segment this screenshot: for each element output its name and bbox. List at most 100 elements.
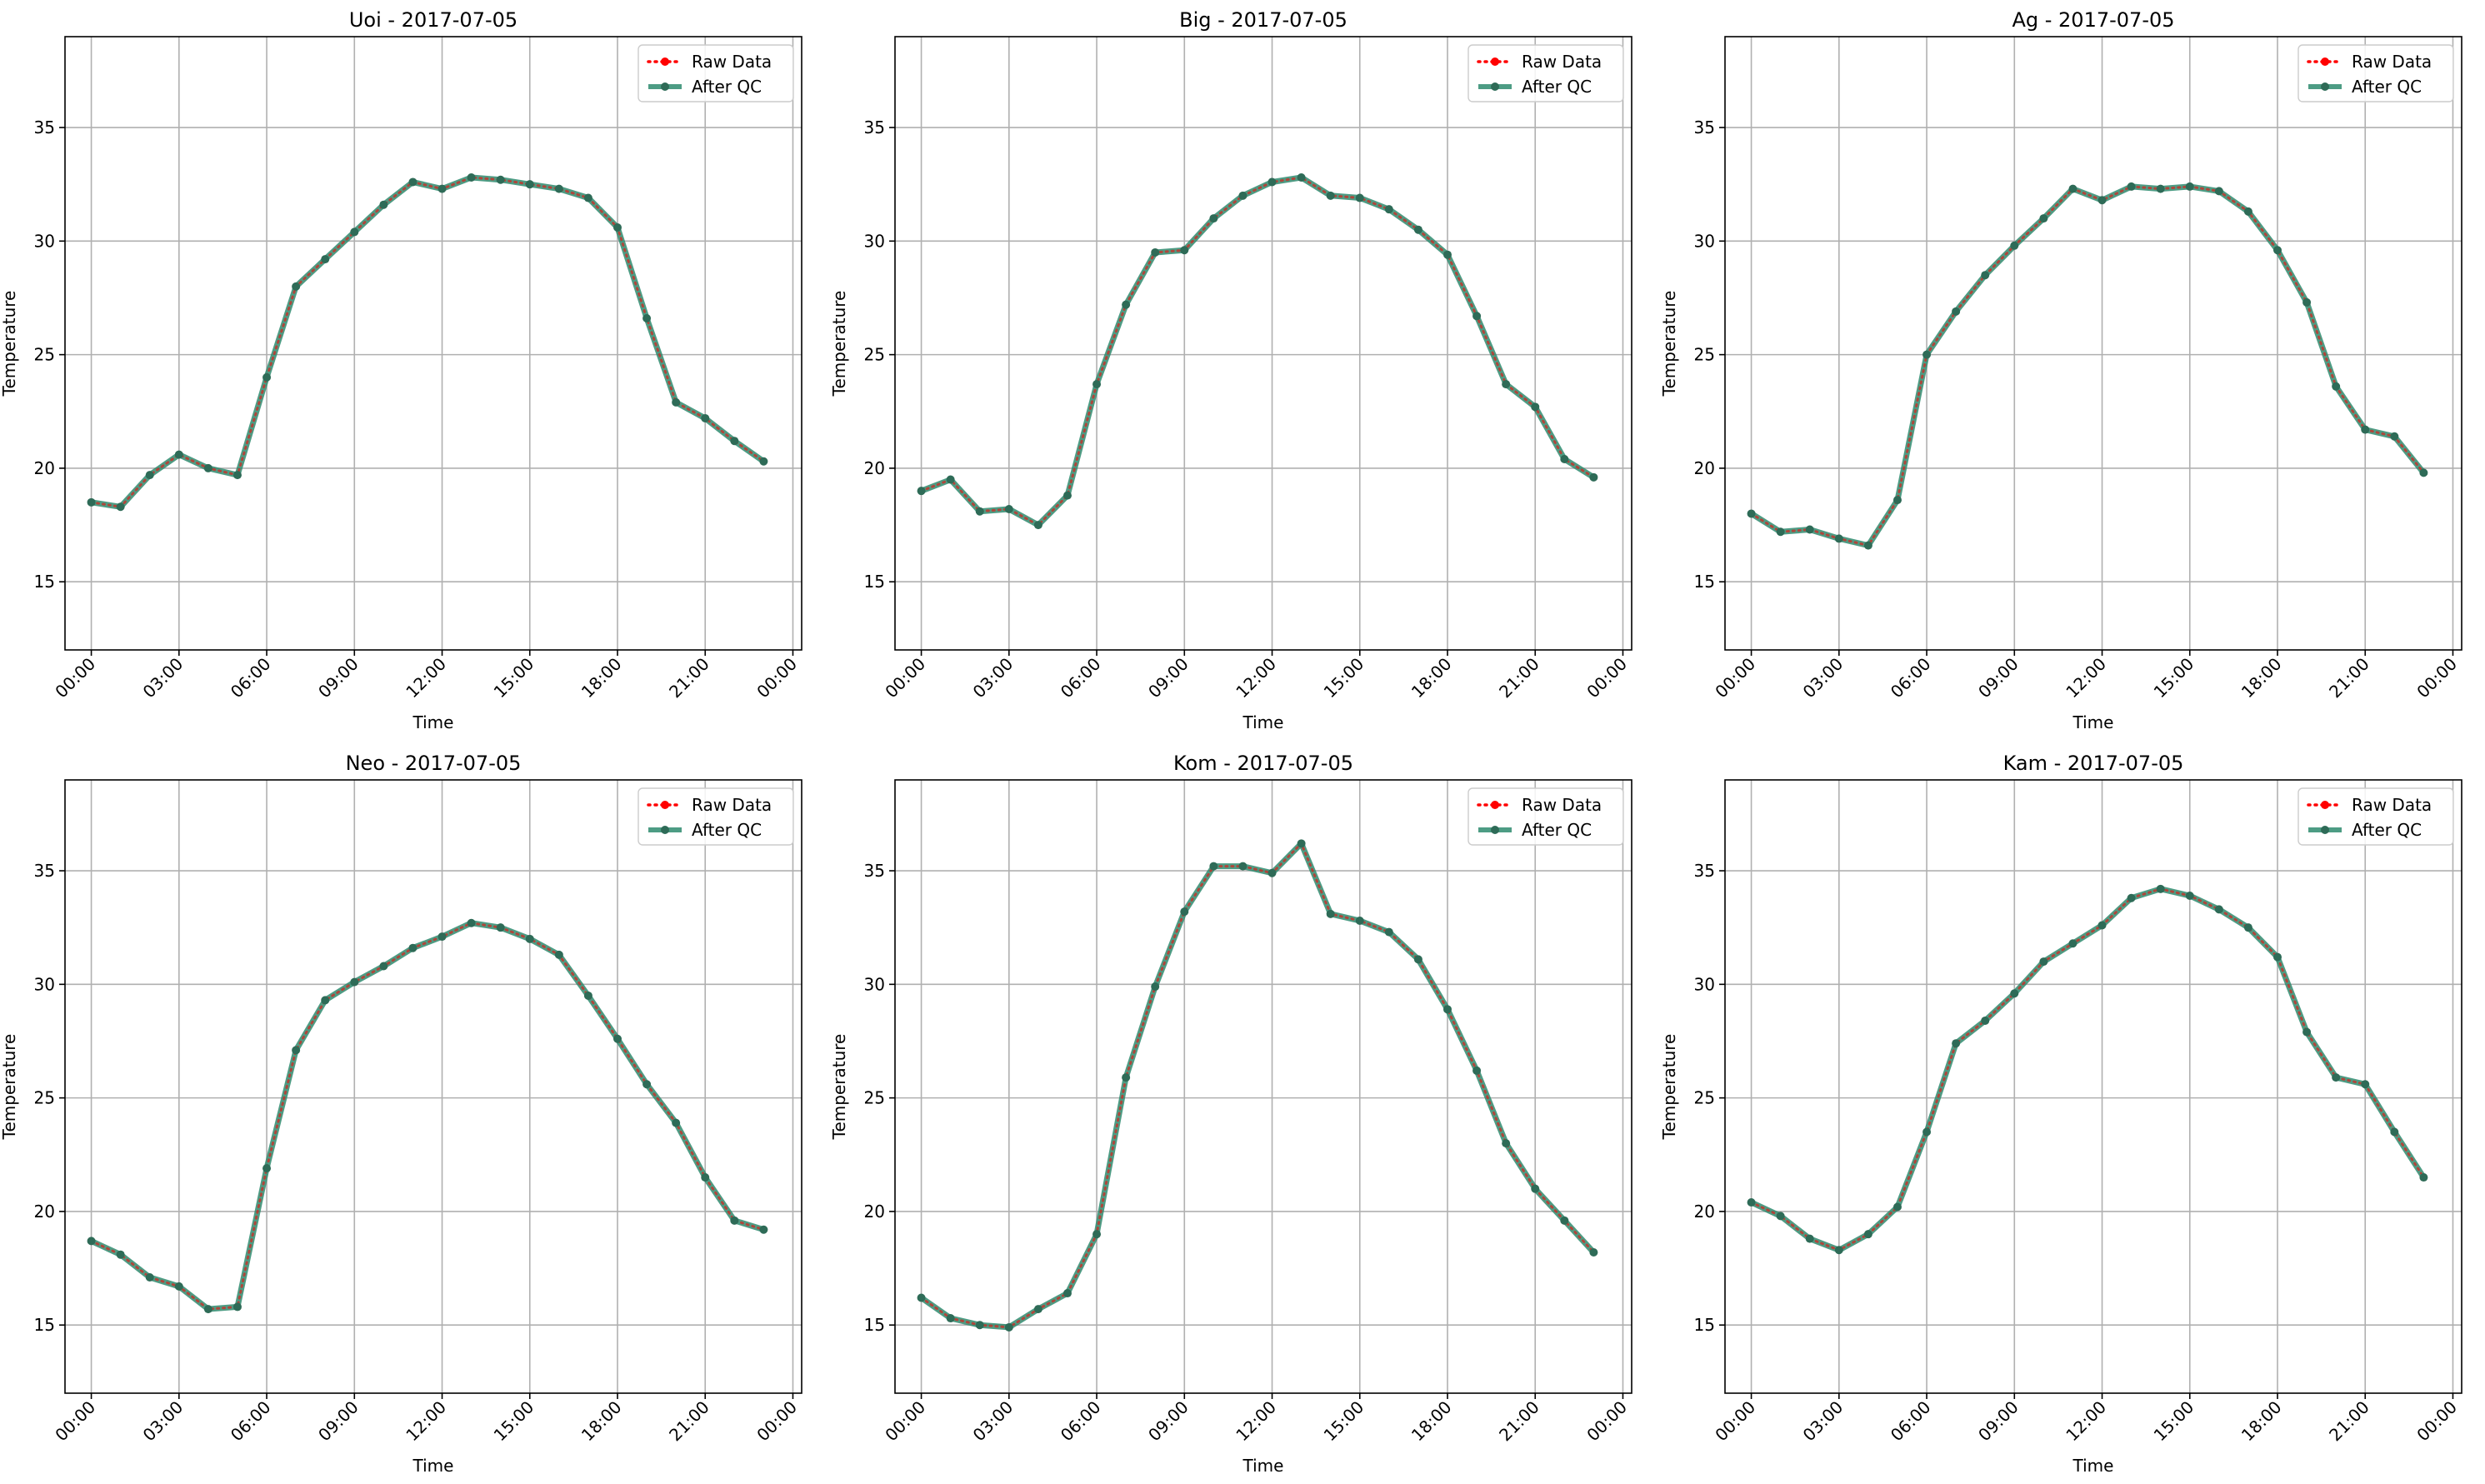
data-point bbox=[2010, 989, 2019, 998]
axes-frame bbox=[64, 779, 802, 1394]
data-point bbox=[1952, 1039, 1961, 1048]
legend-raw-data-label: Raw Data bbox=[1522, 795, 1602, 815]
data-point bbox=[116, 502, 125, 512]
legend-raw-data-label: Raw Data bbox=[2352, 795, 2432, 815]
y-tick-label: 25 bbox=[34, 1088, 55, 1108]
data-point bbox=[496, 923, 505, 932]
x-axis-label: Time bbox=[2072, 712, 2114, 732]
data-point bbox=[759, 1225, 768, 1234]
series-line-raw-data bbox=[90, 922, 765, 1311]
data-point bbox=[321, 996, 330, 1005]
legend-after-qc-marker bbox=[2321, 82, 2329, 91]
plot-area bbox=[895, 780, 1632, 1393]
legend-after-qc-marker bbox=[1491, 82, 1499, 91]
y-tick-label: 25 bbox=[1694, 345, 1715, 365]
y-tick-label: 30 bbox=[864, 231, 885, 251]
data-point bbox=[1180, 246, 1189, 255]
data-point bbox=[613, 222, 622, 232]
x-tick-label: 18:00 bbox=[578, 654, 626, 702]
data-point bbox=[1834, 1246, 1843, 1255]
x-tick-label: 00:00 bbox=[881, 1397, 929, 1446]
data-point bbox=[917, 1293, 926, 1302]
data-point bbox=[2156, 884, 2165, 893]
legend-raw-data-label: Raw Data bbox=[692, 795, 772, 815]
data-point bbox=[946, 1314, 955, 1323]
legend: Raw Data After QC bbox=[2298, 44, 2454, 102]
data-point bbox=[1981, 271, 1990, 280]
data-point bbox=[321, 255, 330, 264]
data-point bbox=[2302, 1027, 2312, 1037]
data-point bbox=[2039, 957, 2048, 967]
legend: Raw Data After QC bbox=[638, 787, 794, 846]
legend-raw-data-marker bbox=[661, 801, 669, 809]
x-tick-label: 00:00 bbox=[752, 1397, 801, 1446]
data-point bbox=[2332, 382, 2341, 391]
data-point bbox=[2214, 187, 2223, 196]
data-point bbox=[1033, 1305, 1042, 1314]
axes-frame bbox=[894, 779, 1632, 1394]
legend-after-qc-label: After QC bbox=[1522, 820, 1592, 840]
data-point bbox=[2010, 241, 2019, 250]
data-point bbox=[1531, 1184, 1540, 1193]
x-tick-label: 18:00 bbox=[1408, 1397, 1456, 1446]
legend-raw-data-label: Raw Data bbox=[692, 52, 772, 72]
data-point bbox=[525, 180, 534, 189]
y-axis-label: Temperature bbox=[829, 1034, 849, 1141]
data-point bbox=[438, 184, 447, 193]
x-tick-label: 09:00 bbox=[1974, 1397, 2022, 1446]
legend-after-qc-label: After QC bbox=[1522, 77, 1592, 97]
data-point bbox=[1981, 1016, 1990, 1025]
legend-raw-data-marker bbox=[1491, 57, 1499, 66]
y-tick-label: 15 bbox=[1694, 1315, 1715, 1335]
data-point bbox=[1922, 350, 1932, 359]
data-point bbox=[2127, 893, 2136, 902]
data-point bbox=[379, 200, 388, 209]
series-markers bbox=[1747, 182, 2428, 550]
chart-panel-6: 15 20 25 30 35 00:00 03:00 06:00 09:00 12:00 15:00… bbox=[1659, 752, 2462, 1476]
legend: Raw Data After QC bbox=[1468, 787, 1624, 846]
series-line-raw-data bbox=[90, 176, 765, 508]
data-point bbox=[1033, 521, 1042, 530]
legend-after-qc-label: After QC bbox=[692, 77, 762, 97]
legend-after-qc-marker bbox=[661, 82, 669, 91]
chart-title: Ag - 2017-07-05 bbox=[2012, 8, 2174, 32]
x-tick-label: 00:00 bbox=[51, 1397, 99, 1446]
x-tick-label: 06:00 bbox=[1887, 654, 1935, 702]
x-tick-label: 18:00 bbox=[2238, 1397, 2286, 1446]
data-point bbox=[1326, 191, 1335, 200]
legend-raw-data-marker bbox=[1491, 801, 1499, 809]
data-point bbox=[2185, 892, 2194, 901]
legend-after-qc-label: After QC bbox=[692, 820, 762, 840]
data-point bbox=[2039, 214, 2048, 223]
chart-title: Big - 2017-07-05 bbox=[1179, 8, 1348, 32]
data-point bbox=[1151, 982, 1160, 992]
data-point bbox=[583, 991, 592, 1000]
x-tick-label: 12:00 bbox=[1232, 654, 1280, 702]
x-tick-label: 06:00 bbox=[227, 1397, 275, 1446]
y-tick-label: 15 bbox=[34, 572, 55, 592]
series-markers bbox=[87, 173, 768, 512]
data-point bbox=[408, 943, 418, 952]
series-markers bbox=[87, 918, 768, 1314]
data-point bbox=[116, 1250, 125, 1259]
grid bbox=[65, 37, 802, 650]
data-point bbox=[2273, 246, 2282, 255]
series-line-raw-data bbox=[920, 176, 1595, 527]
data-point bbox=[2127, 182, 2136, 191]
data-point bbox=[554, 950, 563, 959]
chart-panel-1: 15 20 25 30 35 00:00 03:00 06:00 09:00 12:00 15:00… bbox=[0, 8, 802, 732]
data-point bbox=[730, 437, 739, 446]
data-point bbox=[1384, 927, 1393, 937]
x-tick-label: 03:00 bbox=[139, 1397, 188, 1446]
data-point bbox=[2361, 425, 2370, 434]
plot-area bbox=[65, 780, 802, 1393]
series-markers bbox=[1747, 884, 2428, 1255]
data-point bbox=[1238, 862, 1248, 871]
x-tick-label: 03:00 bbox=[969, 654, 1018, 702]
legend-after-qc-marker bbox=[1491, 826, 1499, 834]
x-tick-label: 21:00 bbox=[1495, 1397, 1543, 1446]
grid bbox=[1725, 37, 2462, 650]
y-tick-label: 20 bbox=[864, 1202, 885, 1222]
legend-raw-data-label: Raw Data bbox=[2352, 52, 2432, 72]
data-point bbox=[2156, 184, 2165, 193]
